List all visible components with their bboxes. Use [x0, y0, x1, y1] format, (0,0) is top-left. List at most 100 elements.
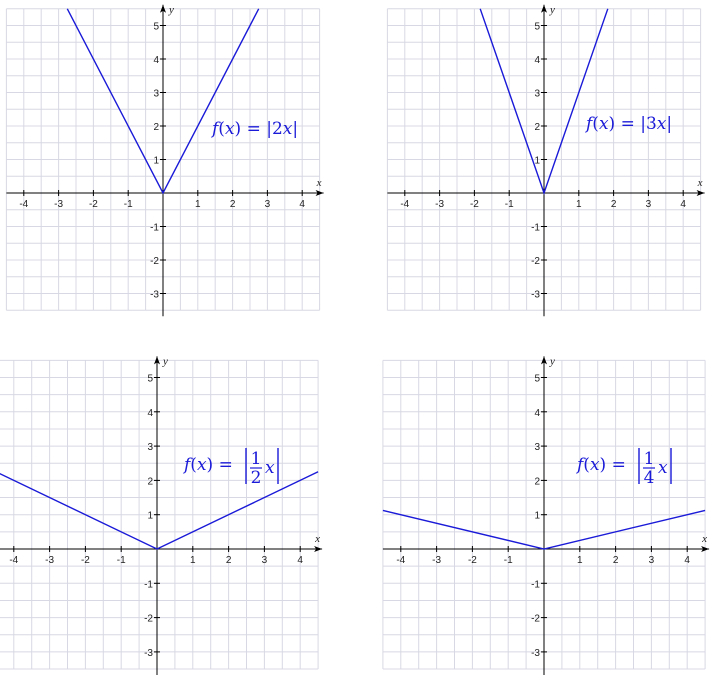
- y-tick-label: 4: [147, 408, 153, 419]
- x-tick-label: -3: [432, 555, 441, 566]
- y-axis-arrow: [541, 4, 547, 13]
- x-tick-label: 3: [262, 555, 268, 566]
- x-axis-arrow: [314, 546, 323, 552]
- x-tick-label: 4: [299, 199, 305, 210]
- y-tick-label: 5: [534, 374, 540, 385]
- x-tick-label: -2: [81, 555, 90, 566]
- fraction-denominator: 4: [644, 468, 655, 488]
- x-tick-label: -1: [124, 199, 133, 210]
- y-axis-label: y: [549, 355, 555, 367]
- graph-panel-4: x y -4 -3 -2 -1 1 2 3 4 -3 -2 -1 1 2 3 4 5: [382, 355, 710, 676]
- x-axis-label: x: [316, 177, 322, 189]
- x-tick-label: -1: [504, 555, 513, 566]
- y-tick-label: -3: [531, 648, 540, 659]
- x-tick-label: 3: [646, 199, 652, 210]
- x-tick-label: 2: [226, 555, 232, 566]
- x-tick-label: -1: [117, 555, 126, 566]
- equation-variable: x: [265, 458, 275, 478]
- x-axis-arrow: [315, 190, 324, 196]
- y-tick-label: 5: [153, 22, 159, 33]
- x-axis-arrow: [701, 546, 710, 552]
- function-curve: [382, 509, 706, 550]
- y-tick-label: 4: [534, 408, 540, 419]
- y-tick-label: 3: [534, 442, 540, 453]
- x-axis-label: x: [701, 533, 707, 545]
- y-tick-label: -1: [150, 223, 159, 234]
- y-axis-arrow: [154, 356, 160, 365]
- y-axis-label: y: [162, 355, 168, 367]
- y-tick-label: -1: [531, 223, 540, 234]
- y-tick-label: -2: [531, 256, 540, 267]
- x-tick-label: 2: [613, 555, 619, 566]
- x-tick-label: 1: [576, 199, 582, 210]
- y-axis-label: y: [168, 4, 174, 16]
- y-axis-arrow: [541, 356, 547, 365]
- x-tick-label: 1: [195, 199, 201, 210]
- equation-label: f(x) = 12 x: [182, 448, 279, 488]
- equation-lhs: f(x) =: [182, 455, 233, 475]
- y-tick-label: 1: [534, 156, 540, 167]
- x-tick-label: 4: [684, 555, 690, 566]
- graph-panel-2: x y -4 -3 -2 -1 1 2 3 4 -3 -2 -1 1 2 3 4 5: [386, 4, 705, 317]
- fraction-numerator: 1: [251, 449, 262, 469]
- y-tick-label: -3: [144, 648, 153, 659]
- y-tick-label: -2: [531, 614, 540, 625]
- y-tick-label: 1: [534, 511, 540, 522]
- y-tick-label: -2: [144, 614, 153, 625]
- function-curve: [66, 8, 260, 195]
- x-tick-label: -2: [470, 199, 479, 210]
- x-tick-label: -4: [400, 199, 409, 210]
- x-tick-label: 2: [611, 199, 617, 210]
- fraction-numerator: 1: [644, 449, 655, 469]
- y-tick-label: 3: [147, 442, 153, 453]
- x-tick-label: -4: [9, 555, 18, 566]
- x-tick-label: 2: [230, 199, 236, 210]
- y-tick-label: -3: [531, 290, 540, 301]
- y-tick-label: 2: [147, 476, 153, 487]
- equation-label: f(x) = 14 x: [575, 448, 672, 488]
- fraction-denominator: 2: [251, 468, 262, 488]
- x-tick-label: -3: [435, 199, 444, 210]
- x-tick-label: 3: [265, 199, 271, 210]
- x-axis-label: x: [314, 533, 320, 545]
- x-tick-label: 3: [649, 555, 655, 566]
- x-tick-label: 1: [577, 555, 583, 566]
- y-tick-label: 5: [147, 374, 153, 385]
- x-axis-arrow: [696, 190, 705, 196]
- y-tick-label: -3: [150, 290, 159, 301]
- y-tick-label: 1: [153, 156, 159, 167]
- y-tick-label: 5: [534, 22, 540, 33]
- graph-panel-1: x y -4 -3 -2 -1 1 2 3 4 -3 -2 -1 1 2 3 4 5: [5, 4, 324, 317]
- y-tick-label: 4: [153, 55, 159, 66]
- function-curve: [479, 8, 609, 196]
- x-tick-label: 1: [190, 555, 196, 566]
- x-tick-label: -3: [54, 199, 63, 210]
- y-tick-label: -1: [144, 579, 153, 590]
- y-tick-label: -1: [531, 579, 540, 590]
- equation-variable: x: [658, 458, 668, 478]
- x-tick-label: -3: [45, 555, 54, 566]
- x-tick-label: -1: [505, 199, 514, 210]
- x-tick-label: -2: [89, 199, 98, 210]
- x-tick-label: -4: [19, 199, 28, 210]
- x-tick-label: -2: [468, 555, 477, 566]
- y-tick-label: 2: [534, 476, 540, 487]
- y-tick-label: 4: [534, 55, 540, 66]
- equation-label: f(x) = |3x|: [584, 114, 672, 134]
- y-tick-label: -2: [150, 256, 159, 267]
- x-tick-label: 4: [297, 555, 303, 566]
- y-tick-label: 3: [153, 89, 159, 100]
- equation-lhs: f(x) =: [575, 455, 626, 475]
- x-tick-label: -4: [396, 555, 405, 566]
- y-axis-arrow: [160, 4, 166, 13]
- y-axis-label: y: [549, 4, 555, 16]
- y-tick-label: 2: [153, 122, 159, 133]
- y-tick-label: 1: [147, 511, 153, 522]
- equation-label: f(x) = |2x|: [210, 119, 298, 139]
- x-tick-label: 4: [680, 199, 686, 210]
- x-axis-label: x: [697, 177, 703, 189]
- y-tick-label: 3: [534, 89, 540, 100]
